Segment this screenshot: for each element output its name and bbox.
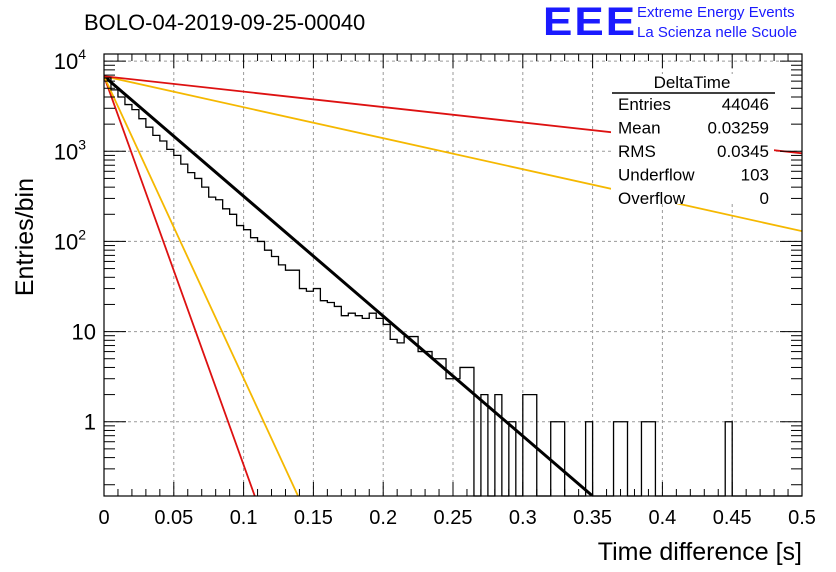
red-reference-line xyxy=(104,75,256,496)
y-tick-label: 103 xyxy=(54,136,86,164)
stats-label-entries: Entries xyxy=(618,95,671,114)
stats-value-underflow: 103 xyxy=(741,166,769,185)
stats-value-overflow: 0 xyxy=(760,189,769,208)
stats-label-rms: RMS xyxy=(618,142,656,161)
stats-value-entries: 44046 xyxy=(722,95,769,114)
stats-box-title: DeltaTime xyxy=(654,73,731,92)
y-tick-labels: 1 10 102 103 104 xyxy=(54,46,96,435)
x-tick-label: 0 xyxy=(98,507,109,529)
x-tick-label: 0.4 xyxy=(648,507,676,529)
orange-reference-line xyxy=(104,75,802,233)
stats-value-mean: 0.03259 xyxy=(708,119,769,138)
x-tick-label: 0.15 xyxy=(294,507,333,529)
eee-logo: EEE xyxy=(543,0,638,45)
x-tick-label: 0.35 xyxy=(573,507,612,529)
x-tick-label: 0.2 xyxy=(369,507,397,529)
chart-title: BOLO-04-2019-09-25-00040 xyxy=(84,10,366,35)
logo-text-line1: Extreme Energy Events xyxy=(637,4,795,21)
stats-label-underflow: Underflow xyxy=(618,166,695,185)
x-tick-label: 0.05 xyxy=(154,507,193,529)
stats-box: DeltaTime Entries 44046 Mean 0.03259 RMS 0.03… xyxy=(611,73,775,208)
stats-value-rms: 0.0345 xyxy=(717,142,769,161)
x-tick-label: 0.5 xyxy=(788,507,816,529)
stats-label-overflow: Overflow xyxy=(618,189,686,208)
x-tick-labels: 0 0.05 0.1 0.15 0.2 0.25 0.3 0.35 0.4 0.45 0.5 xyxy=(98,507,815,529)
axis-ticks xyxy=(103,54,803,496)
exponential-fit-line xyxy=(104,75,594,496)
orange-reference-line xyxy=(104,75,299,496)
logo-text-line2: La Scienza nelle Scuole xyxy=(637,24,798,41)
stats-label-mean: Mean xyxy=(618,119,661,138)
x-tick-label: 0.1 xyxy=(230,507,258,529)
y-tick-label: 102 xyxy=(54,226,86,254)
y-tick-label: 104 xyxy=(54,46,86,74)
x-tick-label: 0.45 xyxy=(713,507,752,529)
y-tick-label: 10 xyxy=(72,320,96,345)
x-tick-label: 0.25 xyxy=(434,507,473,529)
x-axis-label: Time difference [s] xyxy=(598,538,802,566)
y-tick-label: 1 xyxy=(84,410,96,435)
y-axis-label: Entries/bin xyxy=(11,178,39,296)
x-tick-label: 0.3 xyxy=(509,507,537,529)
